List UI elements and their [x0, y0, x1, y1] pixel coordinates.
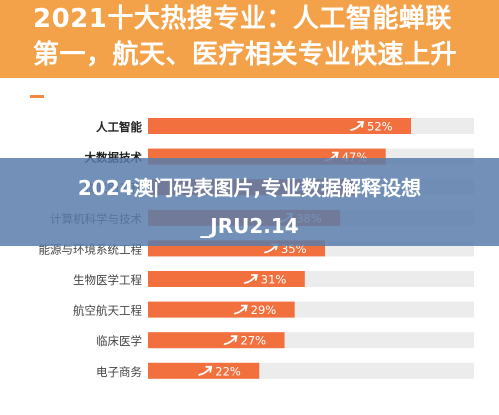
- chart-title-line1: 2021十大热搜专业：人工智能蝉联: [33, 4, 452, 34]
- bar-6: [148, 301, 295, 318]
- bar-5: [148, 271, 305, 287]
- category-label: 航空航天工程: [73, 304, 142, 318]
- value-label: 29%: [251, 303, 277, 317]
- category-label: 人工智能: [96, 120, 142, 134]
- value-label: 22%: [215, 364, 241, 378]
- category-label: 临床医学: [96, 334, 142, 348]
- overlay-caption-line1: 2024澳门码表图片,专业数据解释设想: [77, 176, 422, 200]
- bar-7: [148, 332, 285, 349]
- value-label: 31%: [261, 273, 287, 287]
- caption-overlay: [0, 158, 499, 246]
- bar-8: [148, 362, 260, 379]
- overlay-caption-line2: _JRU2.14: [200, 214, 299, 238]
- trend-arrow-icon: [223, 335, 238, 346]
- value-label: 52%: [367, 120, 393, 134]
- trend-arrow-icon: [350, 121, 365, 131]
- bar-0: [148, 118, 411, 134]
- trend-arrow-icon: [198, 365, 213, 376]
- title-banner: [0, 0, 499, 78]
- value-label: 27%: [241, 334, 267, 348]
- accent-divider: [30, 95, 44, 98]
- category-label: 生物医学工程: [73, 273, 142, 287]
- trend-arrow-icon: [243, 274, 258, 284]
- chart-title-line2: 第一，航天、医疗相关专业快速上升: [33, 40, 458, 70]
- category-label: 电子商务: [96, 365, 142, 379]
- trend-arrow-icon: [233, 304, 248, 315]
